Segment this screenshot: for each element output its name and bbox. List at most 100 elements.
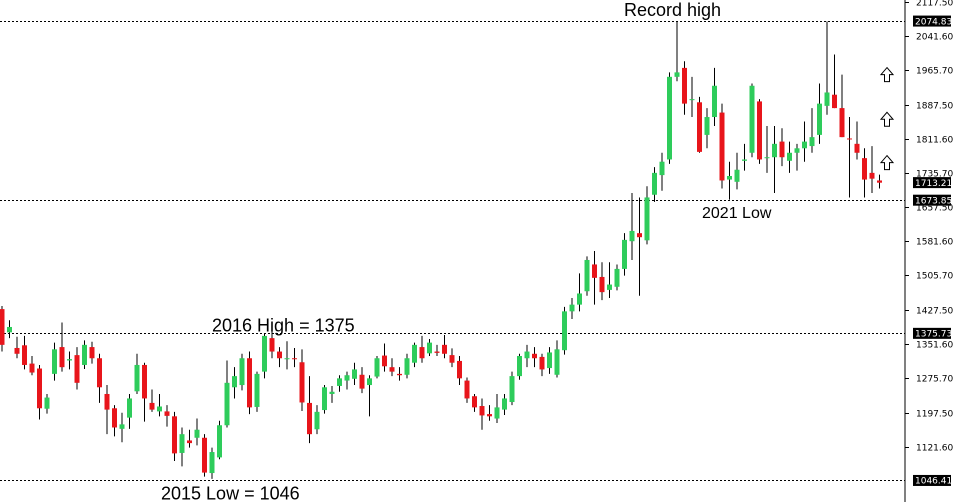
candle <box>314 405 320 435</box>
candle <box>82 340 87 369</box>
candle <box>104 385 110 435</box>
candle-body <box>772 143 777 158</box>
candle <box>7 320 12 339</box>
candle <box>734 152 740 190</box>
y-tick-label: 1887.50 <box>916 102 953 112</box>
candle <box>862 148 867 198</box>
candle-body <box>809 137 815 147</box>
candle <box>97 353 102 403</box>
candle <box>352 362 357 386</box>
candle <box>0 305 5 352</box>
candle-body <box>472 396 477 408</box>
chart-annotations: Record high 2021 Low 2016 High = 1375 2015 … <box>161 0 772 502</box>
candle-body <box>149 402 155 410</box>
candle-body <box>644 197 650 241</box>
candle <box>337 375 342 392</box>
candle <box>839 74 845 138</box>
candle <box>404 353 410 379</box>
candle <box>494 393 500 424</box>
candle-body <box>712 85 717 118</box>
candle-body <box>464 380 470 399</box>
y-tick-label: 1351.60 <box>916 341 953 351</box>
candle <box>419 335 425 363</box>
candle-body <box>479 406 485 416</box>
price-tag: 2074.83 <box>913 15 952 27</box>
candle <box>524 344 530 368</box>
candle-body <box>697 102 702 152</box>
candle <box>509 371 515 406</box>
candle-body <box>89 347 95 359</box>
candle <box>517 353 522 380</box>
candle-body <box>854 143 860 153</box>
candle-body <box>127 398 132 418</box>
arrow-markers <box>879 66 895 171</box>
candle-body <box>0 309 5 345</box>
candle <box>667 72 672 164</box>
candle <box>239 353 245 391</box>
candle-body <box>74 355 80 383</box>
price-tag: 1713.21 <box>913 177 952 189</box>
candle-body <box>247 358 252 408</box>
up-arrow-icon <box>879 154 895 171</box>
y-tick-label: 1121.60 <box>916 444 953 454</box>
candle-body <box>374 358 380 377</box>
candle <box>329 385 335 403</box>
candle <box>607 262 612 298</box>
candle-body <box>239 358 245 386</box>
candlestick-series <box>0 21 882 479</box>
candle <box>277 347 282 368</box>
y-tick-label: 2117.50 <box>916 0 953 9</box>
candle <box>472 393 477 412</box>
price-tag-label: 1713.21 <box>915 179 952 189</box>
candle-body <box>344 375 350 381</box>
annotation-label: 2016 High = 1375 <box>212 315 355 335</box>
candle-body <box>682 67 687 104</box>
candle <box>269 331 275 359</box>
candle <box>449 348 455 368</box>
candle-body <box>67 359 72 361</box>
candle <box>142 362 147 422</box>
candle <box>52 342 57 381</box>
candle-body <box>802 141 807 149</box>
candle-body <box>637 233 642 238</box>
candle-body <box>667 76 672 160</box>
candle-body <box>359 374 365 389</box>
candle-body <box>14 347 20 354</box>
candle-body <box>22 345 27 365</box>
candle-body <box>202 437 207 473</box>
candle-body <box>704 117 710 135</box>
candle <box>532 347 537 368</box>
candle-body <box>254 373 260 407</box>
candle <box>554 340 560 378</box>
candle <box>149 389 155 412</box>
candle <box>802 121 807 162</box>
candle-body <box>112 408 117 428</box>
candle-body <box>314 411 320 430</box>
candle-body <box>494 407 500 419</box>
candle <box>832 54 837 109</box>
candle-body <box>337 378 342 386</box>
candle <box>547 347 552 374</box>
candle <box>412 342 417 368</box>
candle <box>209 447 215 479</box>
candle-body <box>97 358 102 388</box>
candle <box>434 344 440 357</box>
candle-body <box>569 304 575 312</box>
annotation-label: Record high <box>624 0 721 20</box>
candle <box>37 364 42 420</box>
candle <box>202 434 207 477</box>
y-tick-label: 2041.60 <box>916 33 953 43</box>
candle <box>157 393 162 417</box>
candle <box>322 385 327 414</box>
candle <box>344 371 350 390</box>
candle <box>487 405 492 421</box>
candle-body <box>59 347 65 368</box>
candle-body <box>824 92 830 106</box>
candle-body <box>674 72 680 77</box>
candle-body <box>719 112 725 181</box>
candle <box>22 335 27 370</box>
y-tick-label: 1735.70 <box>916 170 953 180</box>
candle <box>869 146 875 193</box>
candle <box>847 117 852 198</box>
